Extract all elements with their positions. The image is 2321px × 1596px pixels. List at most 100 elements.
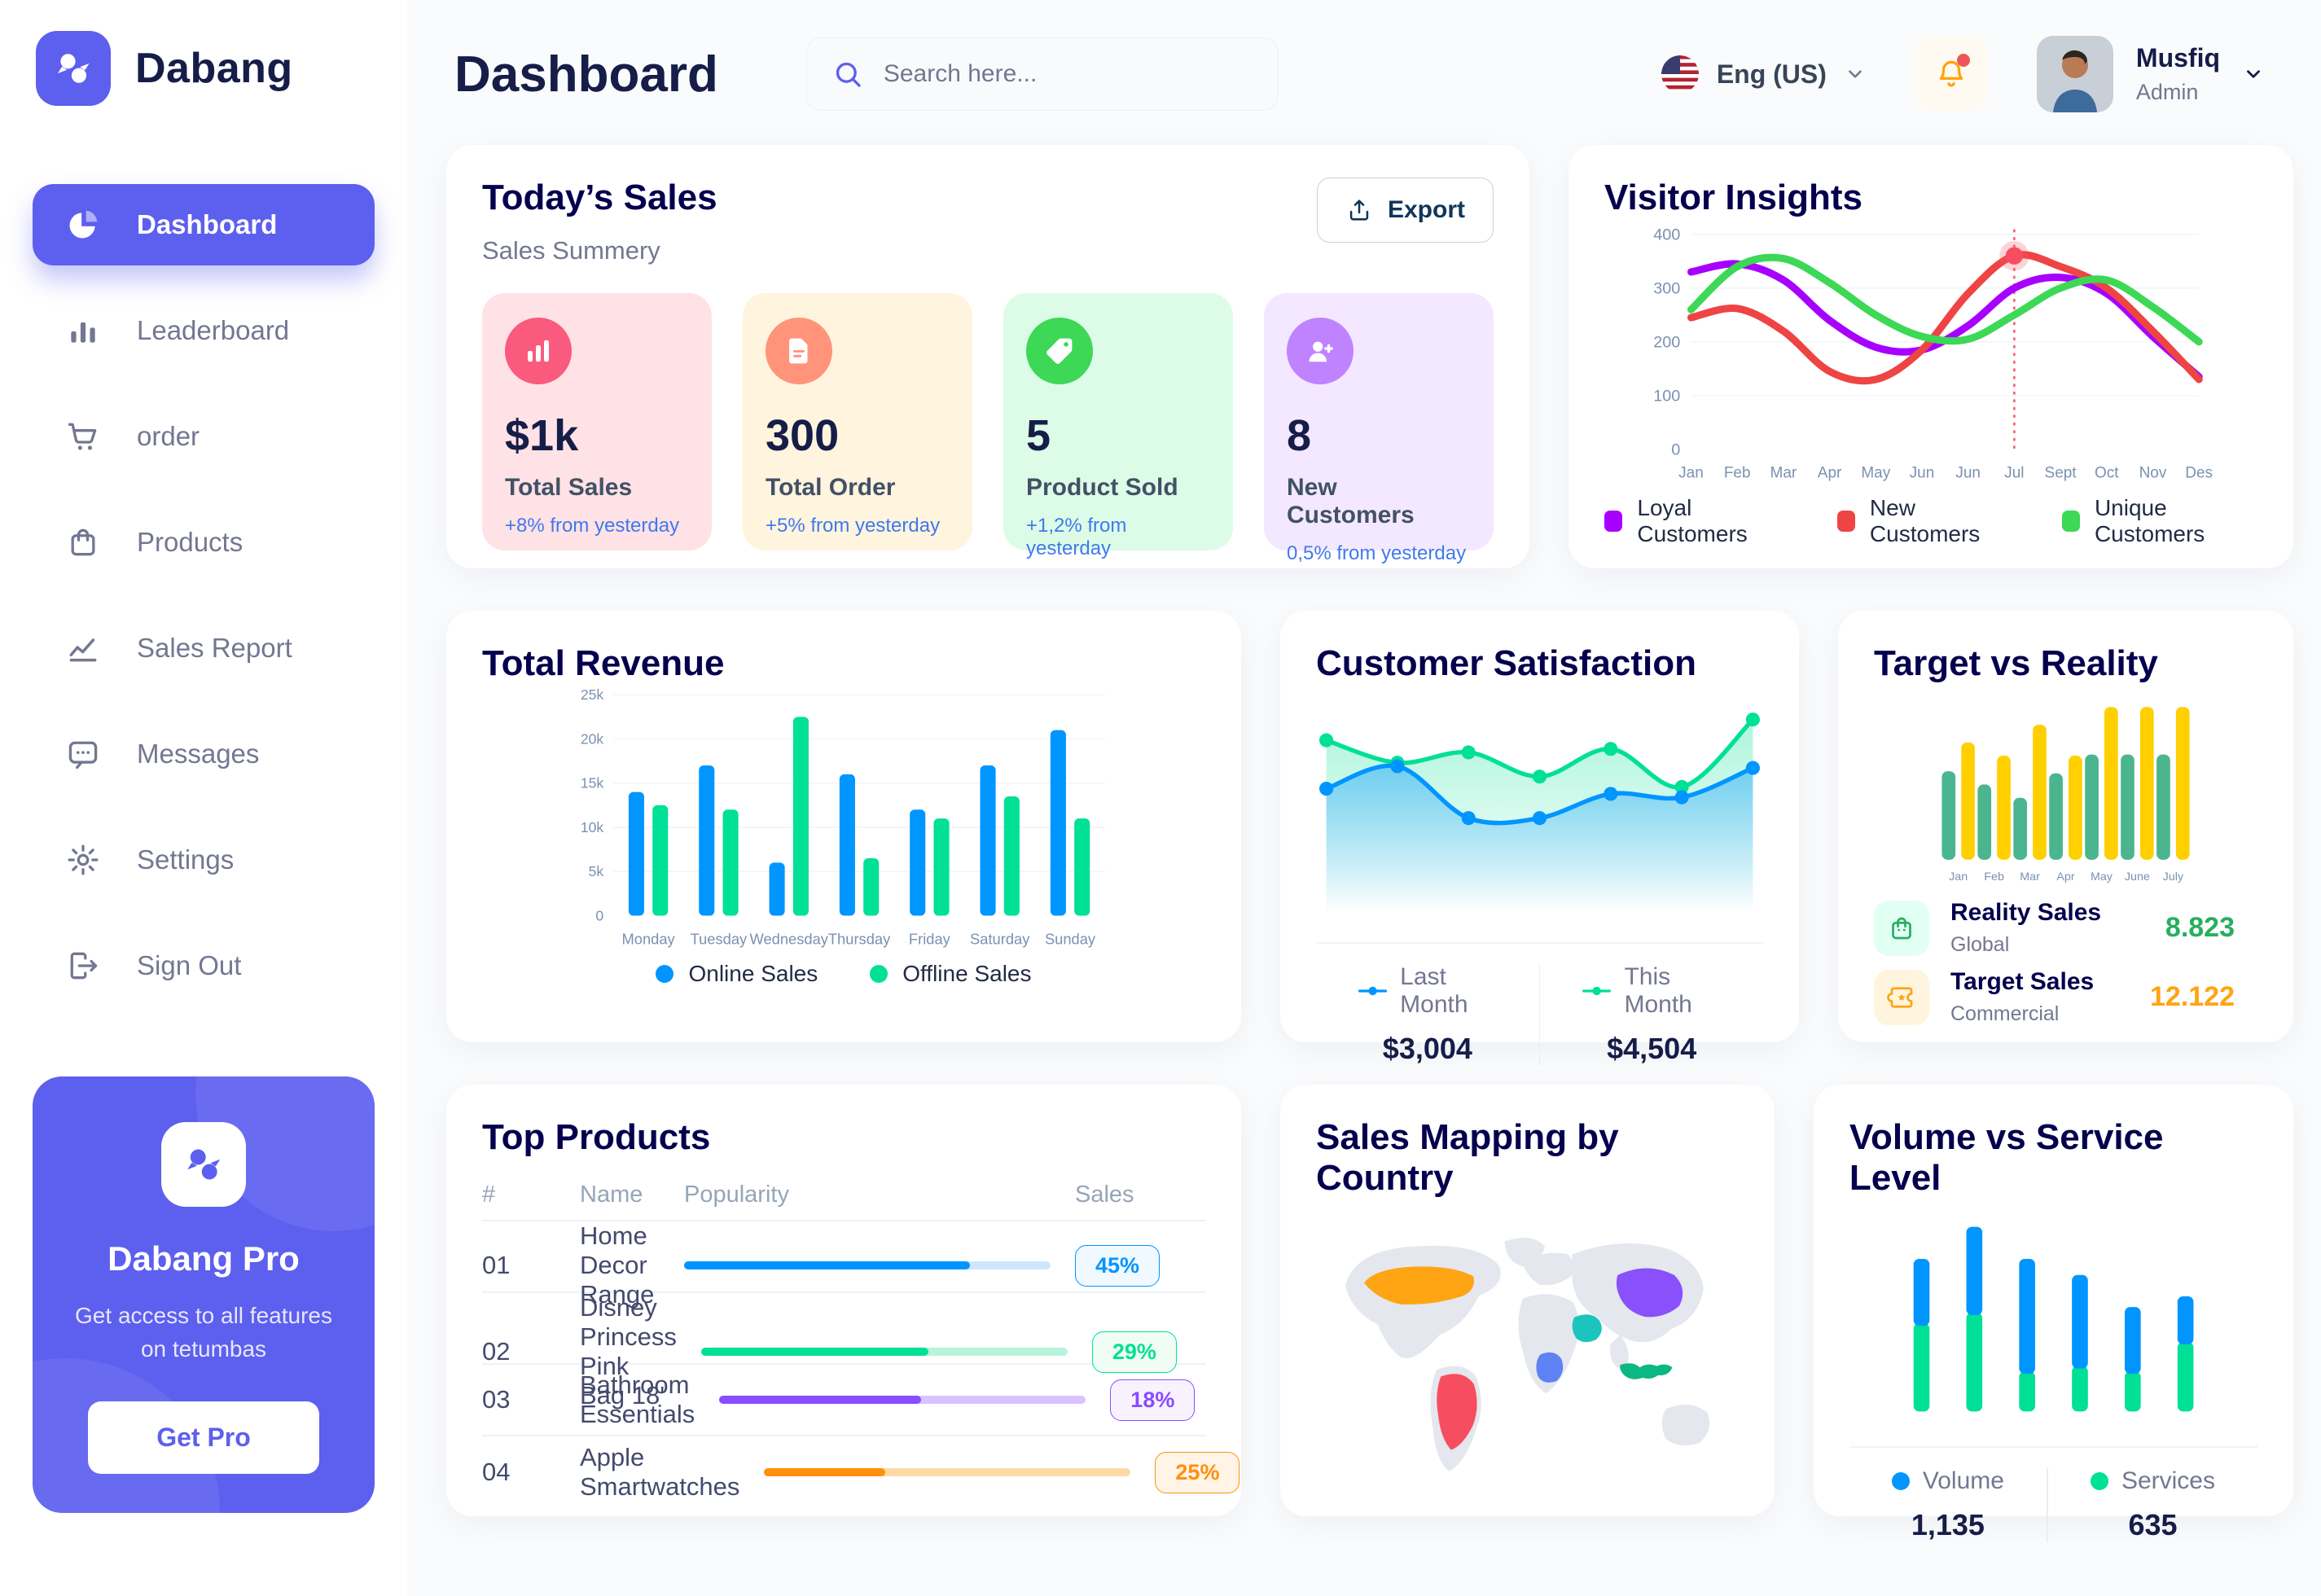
column-header: Name xyxy=(580,1181,643,1208)
customer-satisfaction-chart xyxy=(1316,684,1763,926)
sidebar-item-label: Settings xyxy=(137,844,235,875)
visitor-insights-card: Visitor Insights 0 100 200 300 400 Jan Feb Mar A… xyxy=(1569,145,2293,568)
sidebar-item-sales-report[interactable]: Sales Report xyxy=(33,607,375,689)
legend-unique-customers: Unique Customers xyxy=(2061,495,2258,547)
sales-badge: 25% xyxy=(1155,1451,1240,1493)
svg-text:Nov: Nov xyxy=(2139,464,2167,481)
volume-service-chart xyxy=(1849,1199,2257,1430)
svg-text:15k: 15k xyxy=(581,775,604,791)
legend-label: Loyal Customers xyxy=(1637,495,1748,546)
line-dot-marker xyxy=(1358,986,1388,996)
country-china xyxy=(1616,1268,1683,1318)
country-congo xyxy=(1536,1352,1564,1383)
svg-text:Friday: Friday xyxy=(909,931,951,948)
legend-total: $3,004 xyxy=(1382,1032,1472,1065)
legend-swatch xyxy=(1604,511,1623,532)
legend-separator xyxy=(2046,1467,2048,1542)
target-vs-reality-chart: Jan Feb Mar Apr May June July xyxy=(1874,692,2257,886)
pro-title: Dabang Pro xyxy=(107,1239,300,1278)
legend-label: Last Month xyxy=(1400,963,1468,1018)
svg-text:300: 300 xyxy=(1653,279,1680,297)
legend-new-customers: New Customers xyxy=(1836,495,2010,547)
bag-small-icon xyxy=(1874,900,1929,956)
sales-badge: 45% xyxy=(1075,1244,1160,1287)
notifications-button[interactable] xyxy=(1914,37,1988,111)
app-name: Dabang xyxy=(135,45,293,92)
row-number: 01 xyxy=(482,1251,511,1279)
legend-target-sales: Target Sales Commercial 12.122 xyxy=(1874,968,2257,1026)
sidebar-item-products[interactable]: Products xyxy=(33,502,375,583)
svg-text:0: 0 xyxy=(1671,441,1680,458)
popularity-bar xyxy=(684,1261,1051,1269)
legend-total: $4,504 xyxy=(1607,1032,1697,1065)
legend-dot xyxy=(870,965,888,983)
search-input[interactable] xyxy=(883,60,1253,88)
volume-service-legend: Volume 1,135 Services 635 xyxy=(1849,1467,2257,1542)
svg-text:May: May xyxy=(2091,870,2113,884)
todays-sales-title: Today’s Sales xyxy=(482,178,717,217)
line-dot-marker xyxy=(1582,986,1612,996)
sidebar-item-messages[interactable]: Messages xyxy=(33,713,375,795)
sales-mapping-title: Sales Mapping by Country xyxy=(1316,1117,1619,1198)
volume-service-card: Volume vs Service Level Volume 1,135 Servi… xyxy=(1813,1085,2293,1542)
app-logo-icon xyxy=(36,31,111,106)
export-button[interactable]: Export xyxy=(1316,178,1494,243)
notification-dot xyxy=(1956,54,1970,67)
top-products-title: Top Products xyxy=(482,1117,711,1157)
sidebar-item-label: Messages xyxy=(137,739,260,769)
svg-text:0: 0 xyxy=(595,907,603,923)
svg-text:May: May xyxy=(1861,464,1890,481)
stat-value: 300 xyxy=(766,411,840,460)
user-text: Musfiq Admin xyxy=(2136,43,2220,105)
divider xyxy=(1316,942,1763,944)
export-label: Export xyxy=(1387,196,1465,223)
message-icon xyxy=(65,736,101,772)
svg-text:Jun: Jun xyxy=(1955,464,1981,481)
legend-services: Services 635 xyxy=(2048,1467,2257,1542)
legend-dot xyxy=(1891,1472,1910,1490)
stat-label: Product Sold xyxy=(1026,474,1178,501)
row-number: 04 xyxy=(482,1458,511,1486)
legend-label: Volume xyxy=(1922,1467,2004,1494)
product-name: Bathroom Essentials xyxy=(580,1370,695,1428)
user-role: Admin xyxy=(2135,80,2199,104)
target-vs-reality-legend: Reality Sales Global 8.823 Target Sales Co… xyxy=(1874,899,2257,1026)
signout-icon xyxy=(65,948,101,984)
svg-text:Apr: Apr xyxy=(2056,870,2074,884)
svg-text:5k: 5k xyxy=(589,863,604,879)
legend-label: Unique Customers xyxy=(2094,495,2205,546)
customer-satisfaction-card: Customer Satisfaction Last Month $3,004 Th… xyxy=(1280,611,1799,1066)
top-products-table: # Name Popularity Sales 01 Home Decor Range … xyxy=(482,1169,1240,1508)
sidebar-item-order[interactable]: order xyxy=(33,396,375,477)
language-label: Eng (US) xyxy=(1716,59,1827,89)
main-area: Dashboard Eng (US) xyxy=(407,0,2321,1596)
export-icon xyxy=(1349,200,1369,221)
stat-delta: +5% from yesterday xyxy=(766,515,941,537)
legend-name: Reality Sales xyxy=(1950,899,2102,926)
sidebar-item-sign-out[interactable]: Sign Out xyxy=(33,925,375,1006)
get-pro-button[interactable]: Get Pro xyxy=(88,1401,319,1475)
table-header: # Name Popularity Sales xyxy=(482,1169,1205,1221)
svg-text:Jul: Jul xyxy=(2004,464,2024,481)
stat-label: Total Sales xyxy=(505,474,633,501)
new-customer-icon xyxy=(1287,318,1354,384)
svg-text:Jun: Jun xyxy=(1910,464,1935,481)
sidebar-item-settings[interactable]: Settings xyxy=(33,819,375,901)
user-profile[interactable]: Musfiq Admin xyxy=(2036,36,2264,112)
chevron-down-icon xyxy=(2247,70,2260,78)
pro-description: Get access to all features on tetumbas xyxy=(75,1303,332,1361)
total-revenue-chart: 0 5k 10k 15k 20k 25k Monday Tuesday Wednesday Thu… xyxy=(482,684,1205,953)
stat-card-new-customers: 8 New Customers 0,5% from yesterday xyxy=(1264,293,1494,564)
sidebar-item-leaderboard[interactable]: Leaderboard xyxy=(33,290,375,371)
stat-card-total-sales: $1k Total Sales +8% from yesterday xyxy=(482,293,712,550)
sidebar-item-dashboard[interactable]: Dashboard xyxy=(33,184,375,265)
top-products-card: Top Products # Name Popularity Sales 01 Home… xyxy=(446,1085,1241,1516)
svg-text:Tuesday: Tuesday xyxy=(691,931,748,948)
legend-offline-sales: Offline Sales xyxy=(870,961,1032,987)
language-selector[interactable]: Eng (US) xyxy=(1661,55,1866,93)
sidebar-item-label: Sign Out xyxy=(137,950,242,980)
popularity-fill xyxy=(684,1261,970,1269)
volume-service-title: Volume vs Service Level xyxy=(1849,1117,2164,1198)
gear-icon xyxy=(65,842,101,878)
legend-value: 8.823 xyxy=(2165,912,2235,943)
